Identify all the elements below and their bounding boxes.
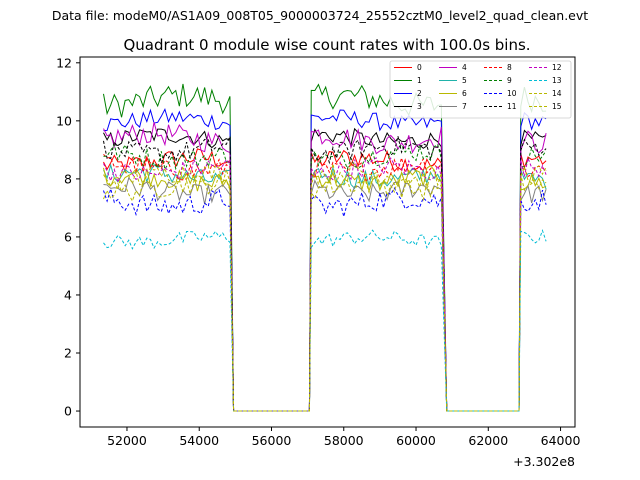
x-tick-label: 64000 <box>541 433 581 448</box>
plot-frame <box>79 56 576 428</box>
plot-lines <box>102 83 547 412</box>
chart-title: Quadrant 0 module wise count rates with … <box>123 36 530 54</box>
legend-label-15: 15 <box>552 102 562 111</box>
y-tick-label: 2 <box>64 346 72 361</box>
series-line-9 <box>103 143 547 412</box>
legend-label-7: 7 <box>462 102 467 111</box>
legend-label-9: 9 <box>507 76 512 85</box>
legend-label-10: 10 <box>507 89 517 98</box>
x-tick-label: 56000 <box>252 433 292 448</box>
series-line-0 <box>103 148 547 412</box>
y-tick-label: 0 <box>64 404 72 419</box>
x-axis-offset-label: +3.302e8 <box>513 454 575 469</box>
chart-suptitle: Data file: modeM0/AS1A09_008T05_90000037… <box>52 8 588 23</box>
y-tick-label: 10 <box>56 113 72 128</box>
y-tick-label: 12 <box>56 55 72 70</box>
legend-label-1: 1 <box>417 76 422 85</box>
y-tick-label: 6 <box>64 229 72 244</box>
legend-label-14: 14 <box>552 89 562 98</box>
legend-label-2: 2 <box>417 89 422 98</box>
x-axis: 52000 54000 56000 58000 60000 62000 64000 <box>107 427 580 448</box>
x-tick-label: 60000 <box>396 433 436 448</box>
x-tick-label: 54000 <box>179 433 219 448</box>
series-line-11 <box>103 136 547 412</box>
x-tick-label: 52000 <box>107 433 147 448</box>
legend-label-12: 12 <box>552 63 562 72</box>
series-line-15 <box>103 162 547 412</box>
series-line-6 <box>103 164 547 412</box>
series-line-10 <box>103 187 547 412</box>
y-tick-label: 8 <box>64 171 72 186</box>
legend-label-8: 8 <box>507 63 512 72</box>
legend-label-6: 6 <box>462 89 467 98</box>
x-tick-label: 58000 <box>324 433 364 448</box>
legend-label-0: 0 <box>417 63 422 72</box>
legend-label-13: 13 <box>552 76 562 85</box>
legend-label-5: 5 <box>462 76 467 85</box>
series-line-8 <box>103 154 547 412</box>
x-tick-label: 62000 <box>468 433 508 448</box>
legend-label-3: 3 <box>417 102 422 111</box>
legend-box <box>389 60 572 119</box>
series-line-2 <box>103 107 547 412</box>
series-line-5 <box>103 163 547 412</box>
y-tick-label: 4 <box>64 287 72 302</box>
legend-label-4: 4 <box>462 63 467 72</box>
y-axis: 0 2 4 6 8 10 12 <box>56 55 80 419</box>
series-line-7 <box>103 176 547 412</box>
series-line-12 <box>103 156 547 412</box>
series-line-14 <box>103 174 547 412</box>
series-line-13 <box>103 228 547 412</box>
legend-label-11: 11 <box>507 102 517 111</box>
